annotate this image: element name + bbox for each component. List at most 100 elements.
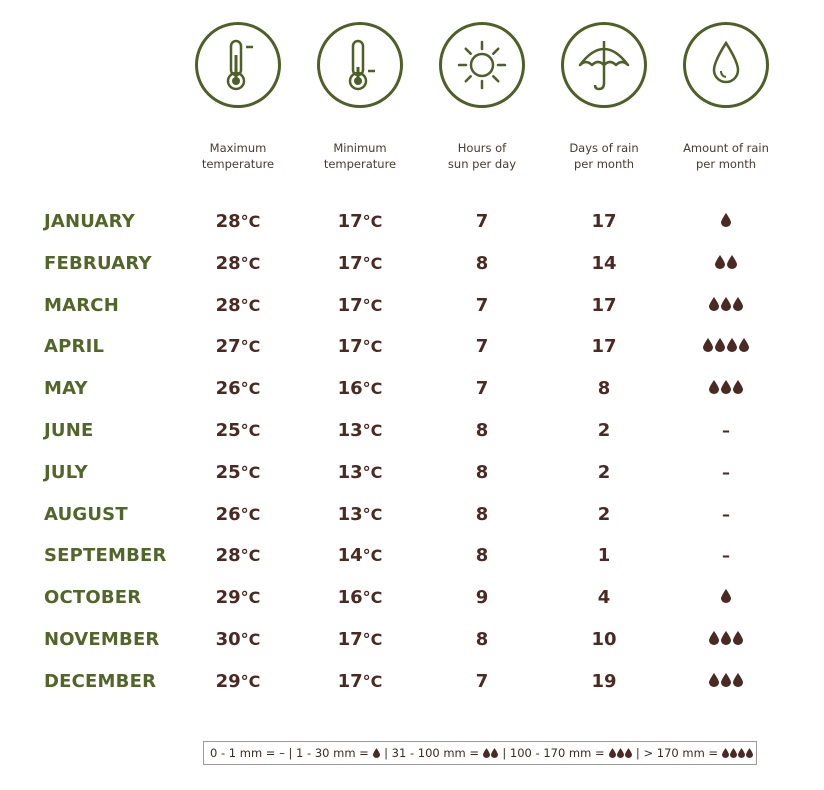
month-label: SEPTEMBER <box>44 545 167 567</box>
raindrop-icon <box>733 672 743 687</box>
raindrop-icon <box>709 296 719 311</box>
raindrop-icon <box>739 338 749 353</box>
raindrop-icon <box>483 748 491 758</box>
raindrop-icon <box>709 672 719 687</box>
raindrop-icon <box>721 672 731 687</box>
column-header-line1: Amount of rain <box>683 141 769 155</box>
min-temperature: 17°C <box>337 629 383 650</box>
min-temperature: 17°C <box>337 336 383 358</box>
month-label: MAY <box>44 378 88 400</box>
sun-hours: 9 <box>475 587 489 609</box>
min-temperature: 13°C <box>337 420 383 441</box>
raindrop-icon <box>738 748 746 758</box>
column-header-line2: per month <box>695 157 757 171</box>
rain-days: 2 <box>597 503 611 525</box>
rain-amount <box>671 337 781 356</box>
raindrop-icon <box>709 631 719 645</box>
max-temperature: 28°C <box>215 252 261 274</box>
raindrop-icon <box>721 631 731 645</box>
max-temperature: 29°C <box>215 587 261 609</box>
month-label: DECEMBER <box>44 670 157 692</box>
rain-amount <box>671 588 781 607</box>
sun-hours: 7 <box>475 211 489 232</box>
raindrop-icon <box>733 380 743 395</box>
raindrop-icon <box>715 254 725 269</box>
raindrop-icon <box>683 22 769 108</box>
legend-entry: 0 - 1 mm = – <box>210 746 285 760</box>
table-row: NOVEMBER 30°C 17°C 8 10 <box>0 625 824 655</box>
month-label: FEBRUARY <box>44 252 152 274</box>
rain-days: 1 <box>597 545 611 567</box>
min-temperature: 16°C <box>337 378 383 400</box>
month-label: OCTOBER <box>44 587 142 609</box>
min-temperature: 13°C <box>337 503 383 525</box>
thermometer-high-icon <box>195 22 281 108</box>
column-header: Maximum temperature <box>183 140 293 172</box>
column-header: Days of rain per month <box>549 140 659 172</box>
legend-entry: 31 - 100 mm = <box>392 746 499 760</box>
column-header: Minimum temperature <box>305 140 415 172</box>
month-label: MARCH <box>44 294 119 316</box>
month-label: NOVEMBER <box>44 629 160 650</box>
sun-hours: 7 <box>475 336 489 358</box>
min-temperature: 17°C <box>337 670 383 692</box>
max-temperature: 29°C <box>215 670 261 692</box>
table-row: APRIL 27°C 17°C 7 17 <box>0 332 824 362</box>
table-row: AUGUST 26°C 13°C 8 2 – <box>0 500 824 530</box>
raindrop-icon <box>721 296 731 311</box>
table-row: JUNE 25°C 13°C 8 2 – <box>0 416 824 446</box>
max-temperature: 30°C <box>215 629 261 650</box>
table-row: DECEMBER 29°C 17°C 7 19 <box>0 667 824 697</box>
table-row: SEPTEMBER 28°C 14°C 8 1 – <box>0 541 824 571</box>
raindrop-icon <box>733 631 743 645</box>
max-temperature: 26°C <box>215 503 261 525</box>
raindrop-icon <box>721 380 731 395</box>
raindrop-icon <box>721 213 731 227</box>
sun-hours: 8 <box>475 461 489 483</box>
sun-hours: 8 <box>475 545 489 567</box>
rain-days: 8 <box>597 378 611 400</box>
raindrop-icon <box>727 254 737 269</box>
rain-days: 19 <box>591 670 617 692</box>
rain-amount <box>671 254 781 273</box>
raindrop-icon <box>372 748 380 758</box>
sun-hours: 8 <box>475 629 489 650</box>
rain-amount <box>671 296 781 315</box>
table-row: JANUARY 28°C 17°C 7 17 <box>0 207 824 237</box>
sun-hours: 7 <box>475 670 489 692</box>
raindrop-icon <box>715 338 725 353</box>
legend-separator: | <box>380 746 392 760</box>
sun-hours: 8 <box>475 420 489 441</box>
rain-amount <box>671 212 781 231</box>
legend-separator: | <box>632 746 644 760</box>
raindrop-icon <box>746 748 754 758</box>
table-row: FEBRUARY 28°C 17°C 8 14 <box>0 249 824 279</box>
table-row: MARCH 28°C 17°C 7 17 <box>0 291 824 321</box>
rain-amount: – <box>722 462 730 482</box>
legend-separator: | <box>284 746 297 760</box>
rain-days: 17 <box>591 294 617 316</box>
raindrop-icon <box>733 296 743 311</box>
column-header-line1: Hours of <box>457 141 507 155</box>
sun-hours: 8 <box>475 503 489 525</box>
raindrop-icon <box>491 748 499 758</box>
table-row: OCTOBER 29°C 16°C 9 4 <box>0 583 824 613</box>
raindrop-icon <box>727 338 737 353</box>
sun-icon <box>439 22 525 108</box>
table-row: MAY 26°C 16°C 7 8 <box>0 374 824 404</box>
rain-legend: 0 - 1 mm = – | 1 - 30 mm = | 31 - 100 mm… <box>203 741 757 765</box>
max-temperature: 28°C <box>215 294 261 316</box>
min-temperature: 16°C <box>337 587 383 609</box>
month-label: JULY <box>44 461 88 483</box>
rain-amount: – <box>722 504 730 524</box>
max-temperature: 25°C <box>215 461 261 483</box>
rain-days: 10 <box>591 629 617 650</box>
column-header-line1: Minimum <box>333 141 387 155</box>
column-header-line1: Days of rain <box>569 141 639 155</box>
rain-days: 14 <box>591 252 617 274</box>
rain-days: 17 <box>591 336 617 358</box>
min-temperature: 14°C <box>337 545 383 567</box>
column-header-line2: sun per day <box>447 157 517 171</box>
column-header: Hours of sun per day <box>427 140 537 172</box>
min-temperature: 17°C <box>337 252 383 274</box>
